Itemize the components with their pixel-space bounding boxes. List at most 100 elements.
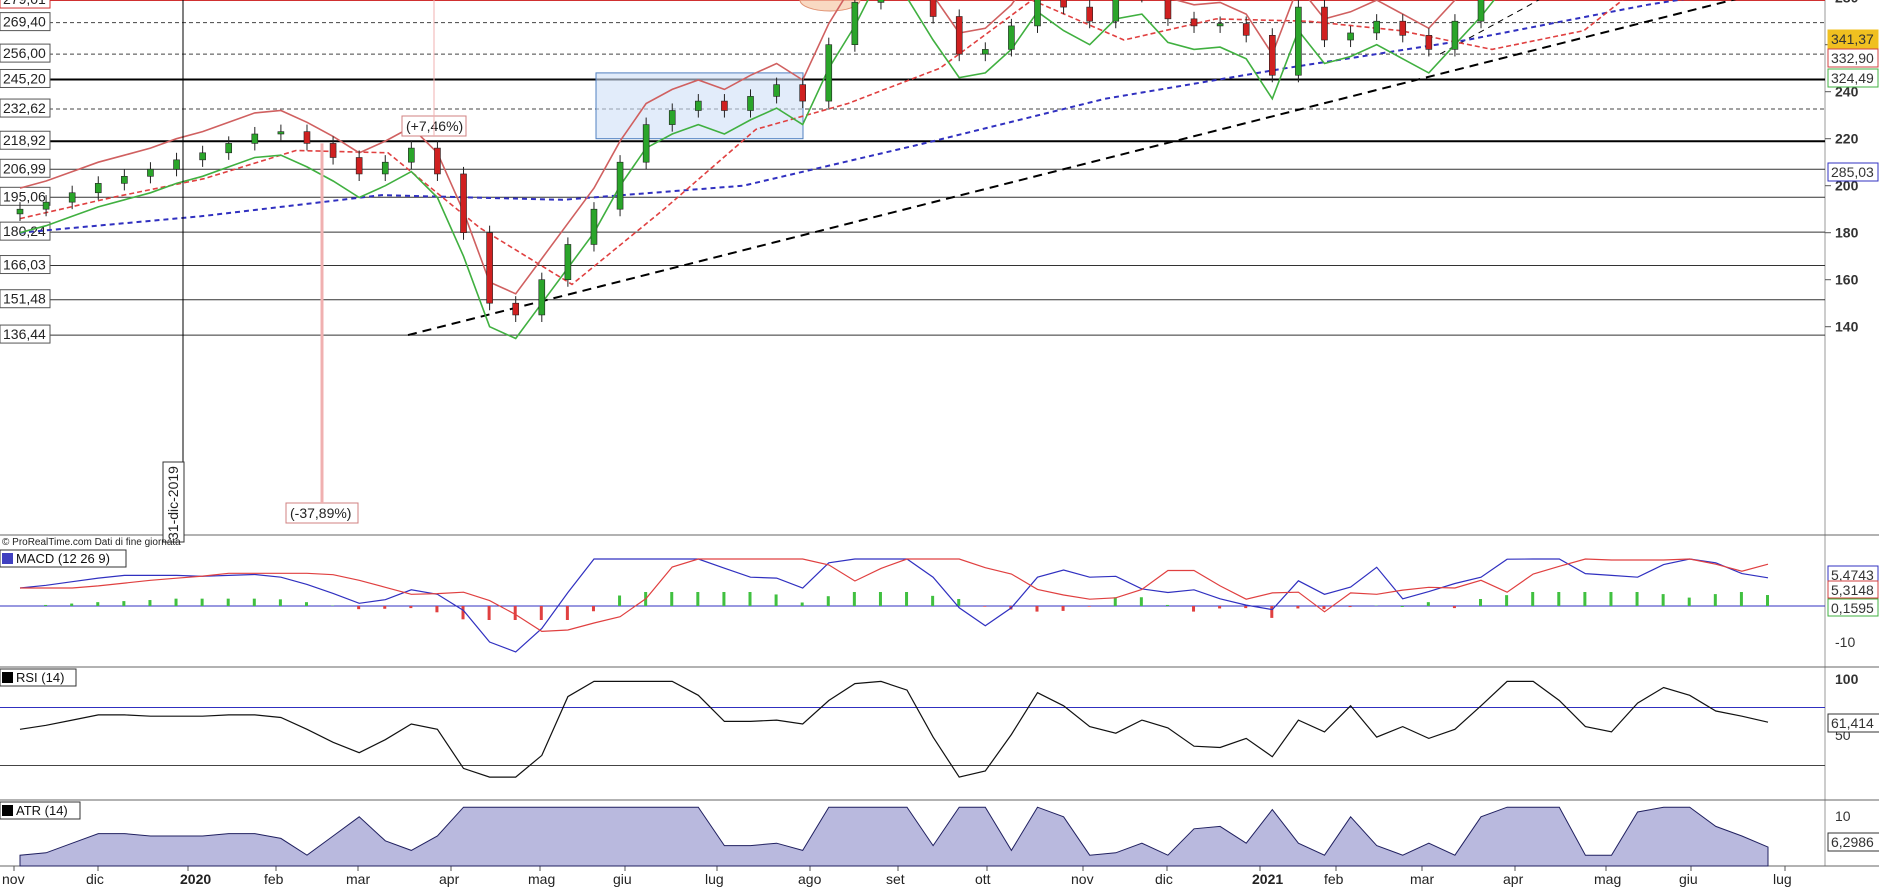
macd-title-box bbox=[0, 549, 127, 568]
candle-body bbox=[773, 84, 780, 97]
candle-body bbox=[1399, 20, 1407, 36]
macd-bar bbox=[1113, 597, 1117, 606]
macd-value-box bbox=[1827, 598, 1879, 617]
macd-bar bbox=[304, 602, 308, 606]
candle-body bbox=[355, 157, 363, 175]
right-badge-2: 324,49 bbox=[1831, 70, 1874, 86]
macd-bar bbox=[1244, 606, 1248, 609]
candle-body bbox=[486, 232, 493, 304]
x-label-16: mar bbox=[1410, 871, 1434, 887]
level-label-box bbox=[0, 255, 51, 275]
candle-body bbox=[147, 168, 154, 177]
macd-signal-line bbox=[20, 558, 1769, 633]
macd-bar bbox=[96, 602, 100, 606]
macd-bar bbox=[513, 606, 517, 620]
x-label-20: lug bbox=[1773, 871, 1792, 887]
y-tick-label-2: 180 bbox=[1835, 225, 1859, 241]
macd-bar bbox=[1087, 606, 1091, 607]
macd-value-1: 5,3148 bbox=[1831, 582, 1874, 598]
y-tick-label-5: 240 bbox=[1835, 84, 1859, 100]
level-label-8: 269,40 bbox=[3, 14, 46, 30]
candle-body bbox=[616, 161, 624, 210]
x-label-11: ott bbox=[975, 871, 991, 887]
atr-value: 6,2986 bbox=[1831, 834, 1874, 850]
macd-title-icon bbox=[2, 553, 13, 564]
right-badge-box bbox=[1827, 29, 1879, 49]
candle-body bbox=[668, 110, 676, 125]
x-label-5: apr bbox=[439, 871, 460, 887]
date-marker-box bbox=[162, 461, 185, 543]
gain-annotation: (+7,46%) bbox=[406, 118, 463, 134]
atr-value-box bbox=[1827, 832, 1879, 852]
level-label-17: 151,48 bbox=[3, 291, 46, 307]
candle-body bbox=[642, 124, 650, 163]
loss-annotation: (-37,89%) bbox=[290, 505, 351, 521]
ma200-line bbox=[19, 0, 1685, 234]
candle-body bbox=[225, 143, 233, 154]
date-marker-label: 31-dic-2019 bbox=[165, 466, 181, 540]
candle-body bbox=[929, 0, 937, 17]
macd-bar bbox=[409, 606, 413, 609]
right-badge-1: 332,90 bbox=[1831, 50, 1874, 66]
macd-bar bbox=[1139, 597, 1143, 606]
y-tick-label-4: 220 bbox=[1835, 131, 1859, 147]
right-badge-box bbox=[1827, 162, 1879, 182]
y-tick-label-7: 280 bbox=[1835, 0, 1859, 6]
level-label-box bbox=[0, 324, 51, 344]
atr-area bbox=[19, 806, 1769, 867]
macd-bar bbox=[1322, 606, 1326, 610]
y-tick-label-1: 160 bbox=[1835, 272, 1859, 288]
candle-body bbox=[982, 49, 989, 55]
highlight-ellipse bbox=[799, 0, 861, 12]
macd-bar bbox=[696, 592, 700, 606]
candle-body bbox=[1451, 20, 1459, 50]
candle-body bbox=[1242, 23, 1250, 36]
trendline-long bbox=[407, 0, 1737, 337]
candle-body bbox=[408, 147, 415, 163]
x-label-19: giu bbox=[1679, 871, 1698, 887]
level-label-box bbox=[0, 12, 51, 32]
macd-title: MACD (12 26 9) bbox=[16, 551, 110, 566]
macd-bar bbox=[1687, 597, 1691, 606]
resistance-stop-line bbox=[19, 0, 1457, 295]
macd-bar bbox=[1218, 606, 1222, 609]
candle-body bbox=[721, 100, 728, 111]
candle-body bbox=[1190, 18, 1198, 27]
candle-body bbox=[1321, 6, 1328, 41]
candle-body bbox=[747, 96, 754, 111]
macd-bar bbox=[852, 592, 856, 606]
atr-title-box bbox=[0, 801, 81, 820]
macd-bar bbox=[539, 606, 543, 620]
candle-body bbox=[695, 100, 702, 111]
footer-credit: © ProRealTime.com Dati di fine giornata bbox=[2, 537, 181, 548]
candle-body bbox=[68, 192, 76, 203]
x-label-4: mar bbox=[346, 871, 370, 887]
level-label-12: 218,92 bbox=[3, 132, 46, 148]
x-label-9: ago bbox=[798, 871, 822, 887]
candle-body bbox=[1373, 20, 1380, 34]
macd-bar bbox=[670, 592, 674, 606]
macd-bar bbox=[931, 595, 935, 606]
candle-body bbox=[199, 152, 206, 161]
macd-bar bbox=[1609, 592, 1613, 606]
candle-body bbox=[1268, 34, 1276, 76]
candle-body bbox=[277, 131, 285, 135]
x-label-12: nov bbox=[1071, 871, 1094, 887]
macd-bar bbox=[1505, 595, 1509, 606]
candles bbox=[16, 0, 1508, 322]
candle-body bbox=[1216, 23, 1224, 27]
macd-bar bbox=[278, 599, 282, 606]
macd-bar bbox=[461, 606, 465, 620]
rsi-value: 61,414 bbox=[1831, 715, 1874, 731]
macd-value-2: 0,1595 bbox=[1831, 600, 1874, 616]
rsi-value-box bbox=[1827, 713, 1879, 733]
x-label-8: lug bbox=[705, 871, 724, 887]
macd-bar bbox=[878, 592, 882, 606]
candle-body bbox=[42, 201, 50, 210]
candle-body bbox=[799, 84, 806, 102]
level-label-box bbox=[0, 158, 51, 178]
x-label-0: nov bbox=[2, 871, 25, 887]
macd-bar bbox=[618, 595, 622, 606]
macd-bar bbox=[435, 606, 439, 613]
